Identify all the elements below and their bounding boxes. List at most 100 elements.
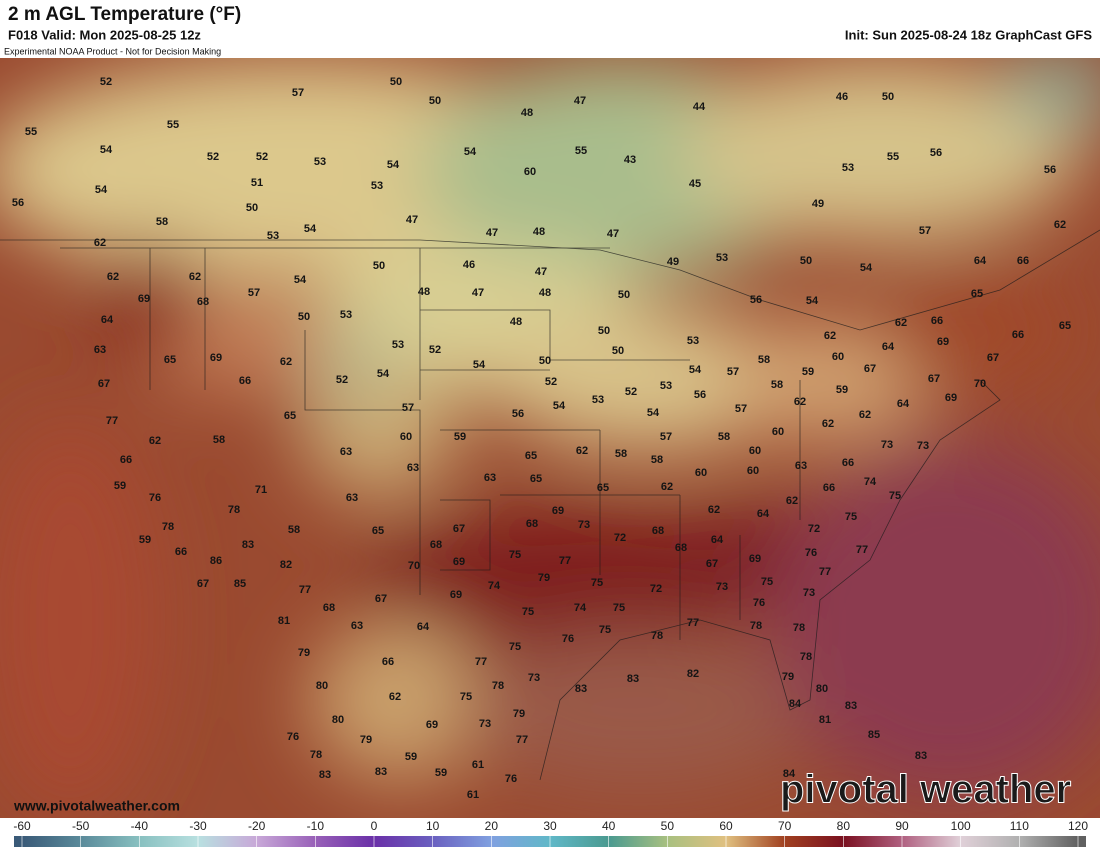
colorbar-tick-label: 60	[719, 819, 733, 833]
temperature-label: 76	[562, 633, 574, 645]
temperature-label: 66	[120, 454, 132, 466]
temperature-label: 84	[789, 698, 802, 710]
colorbar-tick-label: 100	[951, 819, 971, 833]
disclaimer: Experimental NOAA Product - Not for Deci…	[4, 46, 221, 56]
temperature-label: 76	[149, 492, 161, 504]
temperature-label: 75	[599, 624, 611, 636]
temperature-label: 47	[607, 228, 619, 240]
temperature-label: 73	[803, 587, 815, 599]
temperature-label: 57	[919, 225, 931, 237]
temperature-label: 61	[467, 789, 479, 801]
temperature-label: 62	[859, 409, 871, 421]
temperature-label: 63	[407, 462, 419, 474]
colorbar-tick-label: 0	[371, 819, 378, 833]
website: www.pivotalweather.com	[13, 798, 180, 814]
temperature-label: 57	[727, 366, 739, 378]
temperature-label: 52	[256, 151, 268, 163]
watermark: pivotal weather	[780, 768, 1071, 812]
temperature-label: 74	[488, 580, 501, 592]
temperature-label: 48	[533, 226, 545, 238]
temperature-label: 83	[627, 673, 639, 685]
temperature-label: 73	[479, 718, 491, 730]
temperature-label: 63	[346, 492, 358, 504]
temperature-label: 81	[278, 615, 290, 627]
temperature-label: 54	[806, 295, 819, 307]
temperature-label: 77	[475, 656, 487, 668]
temperature-label: 83	[375, 766, 387, 778]
temperature-label: 69	[937, 336, 949, 348]
temperature-label: 58	[758, 354, 770, 366]
temperature-label: 48	[539, 287, 551, 299]
temperature-label: 58	[288, 524, 300, 536]
temperature-label: 55	[887, 151, 899, 163]
temperature-label: 53	[842, 162, 854, 174]
temperature-label: 62	[824, 330, 836, 342]
temperature-label: 56	[930, 147, 942, 159]
temperature-label: 75	[509, 549, 521, 561]
temperature-label: 59	[454, 431, 466, 443]
temperature-label: 70	[974, 378, 986, 390]
colorbar-tick-label: -50	[72, 819, 90, 833]
colorbar-tick-label: 70	[778, 819, 792, 833]
temperature-label: 50	[800, 255, 812, 267]
temperature-label: 69	[450, 589, 462, 601]
temperature-label: 83	[319, 769, 331, 781]
temperature-label: 67	[864, 363, 876, 375]
temperature-label: 53	[592, 394, 604, 406]
temperature-label: 68	[526, 518, 538, 530]
temperature-label: 74	[574, 602, 587, 614]
temperature-label: 78	[750, 620, 762, 632]
colorbar-tick-label: 50	[661, 819, 675, 833]
temperature-label: 73	[528, 672, 540, 684]
temperature-label: 83	[575, 683, 587, 695]
temperature-label: 75	[591, 577, 603, 589]
temperature-label: 77	[299, 584, 311, 596]
temperature-label: 79	[360, 734, 372, 746]
temperature-label: 76	[505, 773, 517, 785]
temperature-label: 76	[805, 547, 817, 559]
temperature-label: 60	[524, 166, 536, 178]
temperature-label: 58	[615, 448, 627, 460]
temperature-label: 65	[164, 354, 176, 366]
temperature-label: 67	[453, 523, 465, 535]
temperature-label: 57	[660, 431, 672, 443]
temperature-label: 84	[783, 768, 796, 780]
temperature-label: 50	[298, 311, 310, 323]
temperature-label: 65	[372, 525, 384, 537]
temperature-label: 50	[390, 76, 402, 88]
temperature-label: 65	[1059, 320, 1071, 332]
temperature-label: 67	[375, 593, 387, 605]
temperature-label: 85	[234, 578, 246, 590]
temperature-label: 75	[889, 490, 901, 502]
temperature-label: 46	[836, 91, 848, 103]
temperature-label: 66	[175, 546, 187, 558]
temperature-label: 65	[525, 450, 537, 462]
temperature-label: 62	[794, 396, 806, 408]
temperature-label: 53	[314, 156, 326, 168]
temperature-label: 62	[661, 481, 673, 493]
colorbar-tick-label: 30	[543, 819, 557, 833]
temperature-label: 62	[389, 691, 401, 703]
temperature-label: 79	[298, 647, 310, 659]
temperature-label: 81	[819, 714, 831, 726]
temperature-label: 62	[786, 495, 798, 507]
temperature-label: 62	[149, 435, 161, 447]
temperature-label: 80	[332, 714, 344, 726]
colorbar-tick-label: 10	[426, 819, 440, 833]
temperature-label: 73	[578, 519, 590, 531]
temperature-label: 71	[255, 484, 267, 496]
temperature-label: 70	[408, 560, 420, 572]
temperature-label: 75	[509, 641, 521, 653]
temperature-label: 75	[522, 606, 534, 618]
temperature-label: 47	[406, 214, 418, 226]
temperature-label: 59	[405, 751, 417, 763]
temperature-label: 47	[486, 227, 498, 239]
temperature-label: 54	[95, 184, 108, 196]
temperature-label: 73	[917, 440, 929, 452]
temperature-label: 50	[429, 95, 441, 107]
temperature-label: 62	[1054, 219, 1066, 231]
temperature-label: 78	[492, 680, 504, 692]
temperature-label: 61	[472, 759, 484, 771]
temperature-label: 54	[377, 368, 390, 380]
